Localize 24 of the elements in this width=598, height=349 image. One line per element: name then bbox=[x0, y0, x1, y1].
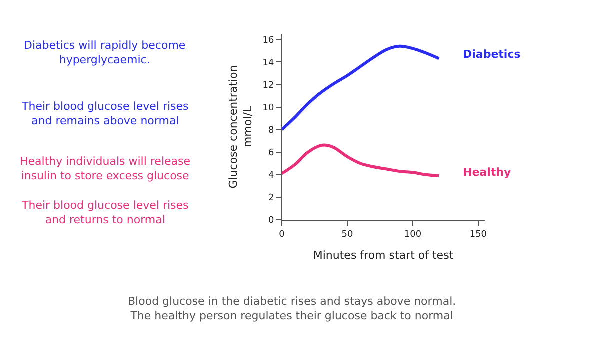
x-tick-label: 50 bbox=[342, 230, 354, 240]
line-series bbox=[282, 144, 441, 178]
text: Blood glucose in the diabetic rises and stays above normal. The healthy person regulates their glucose back to normal bbox=[128, 295, 456, 322]
text: Diabetics will rapidly become hyperglycaemic. bbox=[24, 39, 186, 66]
text: Diabetics bbox=[463, 48, 522, 61]
y-tick-label: 16 bbox=[262, 36, 274, 46]
y-tick-label: 14 bbox=[262, 58, 274, 68]
text: Their blood glucose level rises and returns to normal bbox=[21, 199, 190, 226]
y-tick-label: 0 bbox=[268, 216, 274, 226]
text: Healthy individuals will release insulin to store excess glucose bbox=[20, 155, 191, 182]
y-tick-label: 4 bbox=[268, 171, 274, 182]
y-axis-title: Glucose concentration mmol/L bbox=[227, 65, 254, 189]
y-tick-label: 8 bbox=[268, 126, 274, 136]
y-tick-label: 2 bbox=[268, 194, 274, 204]
line-series bbox=[282, 44, 441, 132]
x-tick-label: 150 bbox=[470, 230, 488, 240]
text: Their blood glucose level rises and remains above normal bbox=[21, 100, 190, 128]
x-tick-label: 0 bbox=[279, 230, 286, 240]
y-tick-label: 12 bbox=[262, 80, 274, 91]
y-tick-label: 10 bbox=[262, 103, 274, 114]
y-tick-label: 6 bbox=[268, 148, 274, 159]
x-tick-label: 100 bbox=[404, 230, 422, 240]
x-axis-title: Minutes from start of test bbox=[313, 249, 454, 262]
text: Healthy bbox=[463, 166, 512, 179]
